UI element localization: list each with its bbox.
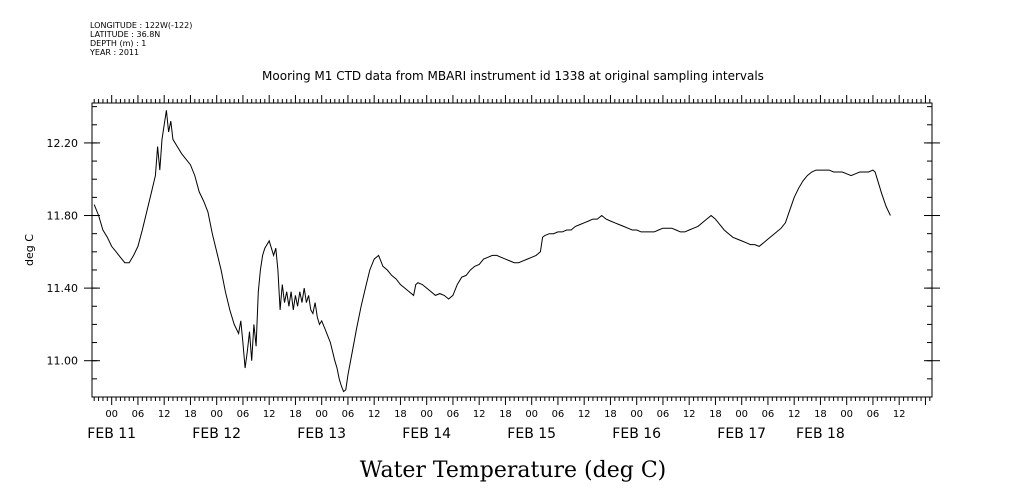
x-day-label: FEB 12 xyxy=(192,426,241,442)
x-hour-label: 00 xyxy=(420,409,433,420)
x-hour-label: 06 xyxy=(447,409,460,420)
x-hour-label: 06 xyxy=(552,409,565,420)
x-day-label: FEB 11 xyxy=(87,426,136,442)
x-hour-label: 00 xyxy=(630,409,643,420)
year-text: YEAR : 2011 xyxy=(90,48,140,57)
plot-frame xyxy=(91,102,933,398)
metadata-block: LONGITUDE : 122W(-122) LATITUDE : 36.8N … xyxy=(90,21,192,57)
latitude-text: LATITUDE : 36.8N xyxy=(90,30,161,39)
x-day-label: FEB 16 xyxy=(612,426,661,442)
x-hour-label: 00 xyxy=(525,409,538,420)
x-hour-label: 18 xyxy=(814,409,827,420)
x-hour-label: 12 xyxy=(788,409,801,420)
x-hour-label: 06 xyxy=(762,409,775,420)
x-hour-label: 18 xyxy=(709,409,722,420)
x-hour-label: 00 xyxy=(840,409,853,420)
x-hour-label: 00 xyxy=(105,409,118,420)
x-hour-label: 12 xyxy=(368,409,381,420)
x-day-label: FEB 17 xyxy=(717,426,766,442)
x-day-label: FEB 18 xyxy=(796,426,845,442)
x-hour-label: 06 xyxy=(132,409,145,420)
x-hour-label: 18 xyxy=(184,409,197,420)
x-day-label: FEB 14 xyxy=(402,426,451,442)
x-hour-label: 12 xyxy=(893,409,906,420)
y-axis: 11.00 11.40 11.80 12.20 xyxy=(47,106,940,398)
y-tick-label: 11.00 xyxy=(47,355,79,368)
x-hour-label: 00 xyxy=(210,409,223,420)
temperature-line xyxy=(93,110,891,393)
x-hour-label: 06 xyxy=(867,409,880,420)
x-axis: 00 06 12 18 00 06 12 18 00 06 12 18 00 06 12 18 00 06 12 18… xyxy=(87,95,931,442)
x-hour-label: 12 xyxy=(473,409,486,420)
chart-title: Mooring M1 CTD data from MBARI instrumen… xyxy=(262,69,764,83)
series-group xyxy=(93,110,891,393)
x-hour-label: 12 xyxy=(683,409,696,420)
x-hour-label: 00 xyxy=(315,409,328,420)
x-hour-label: 12 xyxy=(578,409,591,420)
x-hour-label: 18 xyxy=(289,409,302,420)
x-hour-label: 18 xyxy=(394,409,407,420)
y-tick-label: 11.40 xyxy=(47,282,79,295)
depth-text: DEPTH (m) : 1 xyxy=(90,39,147,48)
x-hour-label: 06 xyxy=(657,409,670,420)
x-hour-label: 12 xyxy=(158,409,171,420)
x-day-label: FEB 13 xyxy=(297,426,346,442)
x-hour-label: 00 xyxy=(735,409,748,420)
x-hour-label: 06 xyxy=(237,409,250,420)
x-hour-label: 18 xyxy=(499,409,512,420)
x-hour-label: 18 xyxy=(604,409,617,420)
y-tick-label: 12.20 xyxy=(47,137,79,150)
x-hour-label: 06 xyxy=(342,409,355,420)
x-day-label: FEB 15 xyxy=(507,426,556,442)
y-axis-label: deg C xyxy=(23,234,36,266)
longitude-text: LONGITUDE : 122W(-122) xyxy=(90,21,193,30)
y-tick-label: 11.80 xyxy=(47,210,79,223)
x-hour-label: 12 xyxy=(263,409,276,420)
x-axis-title: Water Temperature (deg C) xyxy=(360,458,667,483)
